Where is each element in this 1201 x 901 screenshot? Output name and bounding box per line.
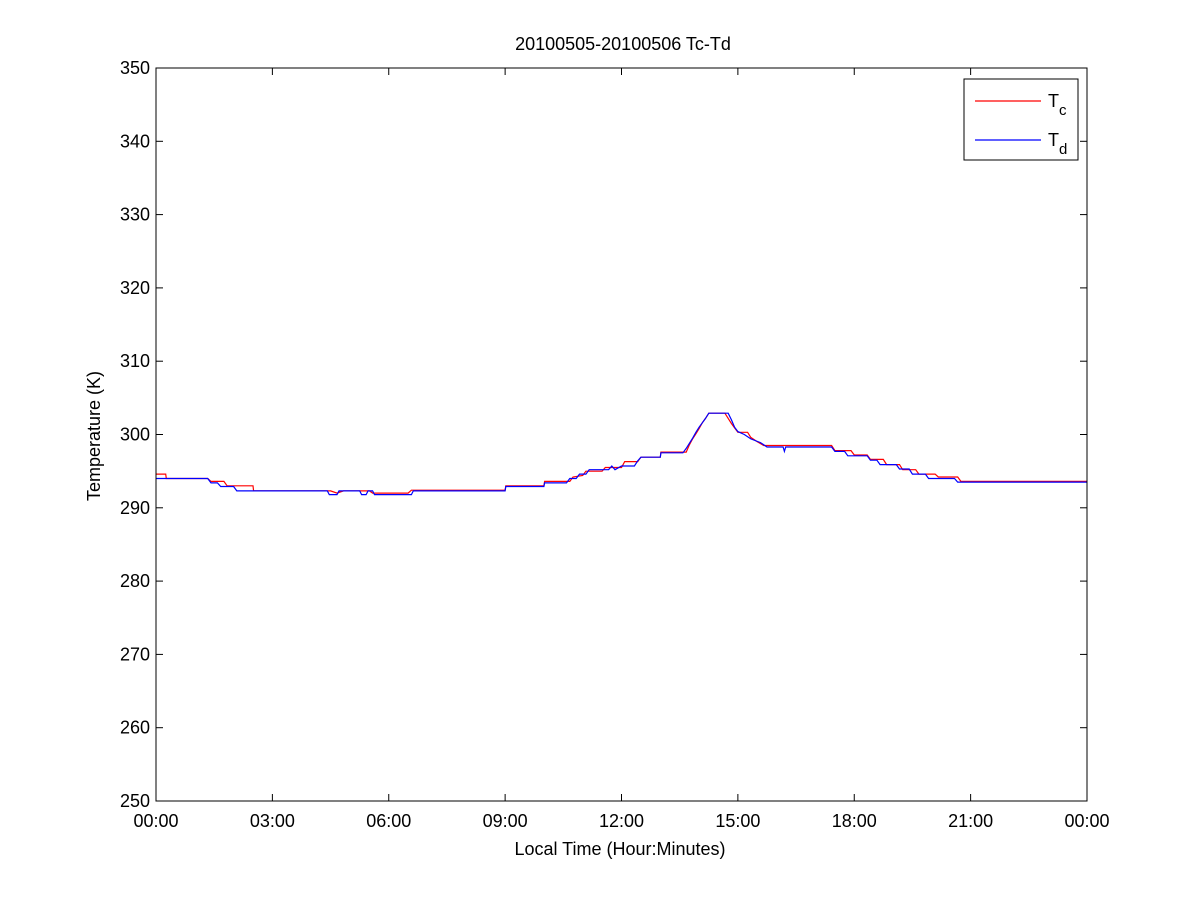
series-line-td bbox=[156, 412, 1087, 496]
y-tick-label: 320 bbox=[120, 278, 150, 298]
y-tick-label: 310 bbox=[120, 351, 150, 371]
legend-label-td: Td bbox=[1048, 130, 1067, 158]
x-tick-label: 06:00 bbox=[366, 811, 411, 831]
x-axis-label: Local Time (Hour:Minutes) bbox=[514, 839, 725, 859]
y-tick-label: 290 bbox=[120, 498, 150, 518]
chart-title: 20100505-20100506 Tc-Td bbox=[515, 34, 731, 54]
y-tick-label: 340 bbox=[120, 131, 150, 151]
y-tick-label: 350 bbox=[120, 58, 150, 78]
x-tick-label: 00:00 bbox=[1064, 811, 1109, 831]
y-tick-label: 330 bbox=[120, 205, 150, 225]
y-tick-label: 300 bbox=[120, 425, 150, 445]
y-axis-label: Temperature (K) bbox=[84, 371, 104, 501]
y-tick-label: 280 bbox=[120, 571, 150, 591]
x-tick-label: 15:00 bbox=[715, 811, 760, 831]
y-tick-label: 250 bbox=[120, 791, 150, 811]
y-tick-label: 270 bbox=[120, 644, 150, 664]
x-tick-label: 21:00 bbox=[948, 811, 993, 831]
y-tick-label: 260 bbox=[120, 718, 150, 738]
legend: Tc Td bbox=[963, 78, 1079, 161]
x-tick-label: 00:00 bbox=[133, 811, 178, 831]
x-tick-label: 12:00 bbox=[599, 811, 644, 831]
plot-area bbox=[156, 412, 1087, 496]
x-tick-label: 18:00 bbox=[832, 811, 877, 831]
legend-box bbox=[963, 78, 1079, 161]
x-tick-label: 09:00 bbox=[483, 811, 528, 831]
legend-label-tc: Tc bbox=[1048, 91, 1067, 119]
x-tick-label: 03:00 bbox=[250, 811, 295, 831]
